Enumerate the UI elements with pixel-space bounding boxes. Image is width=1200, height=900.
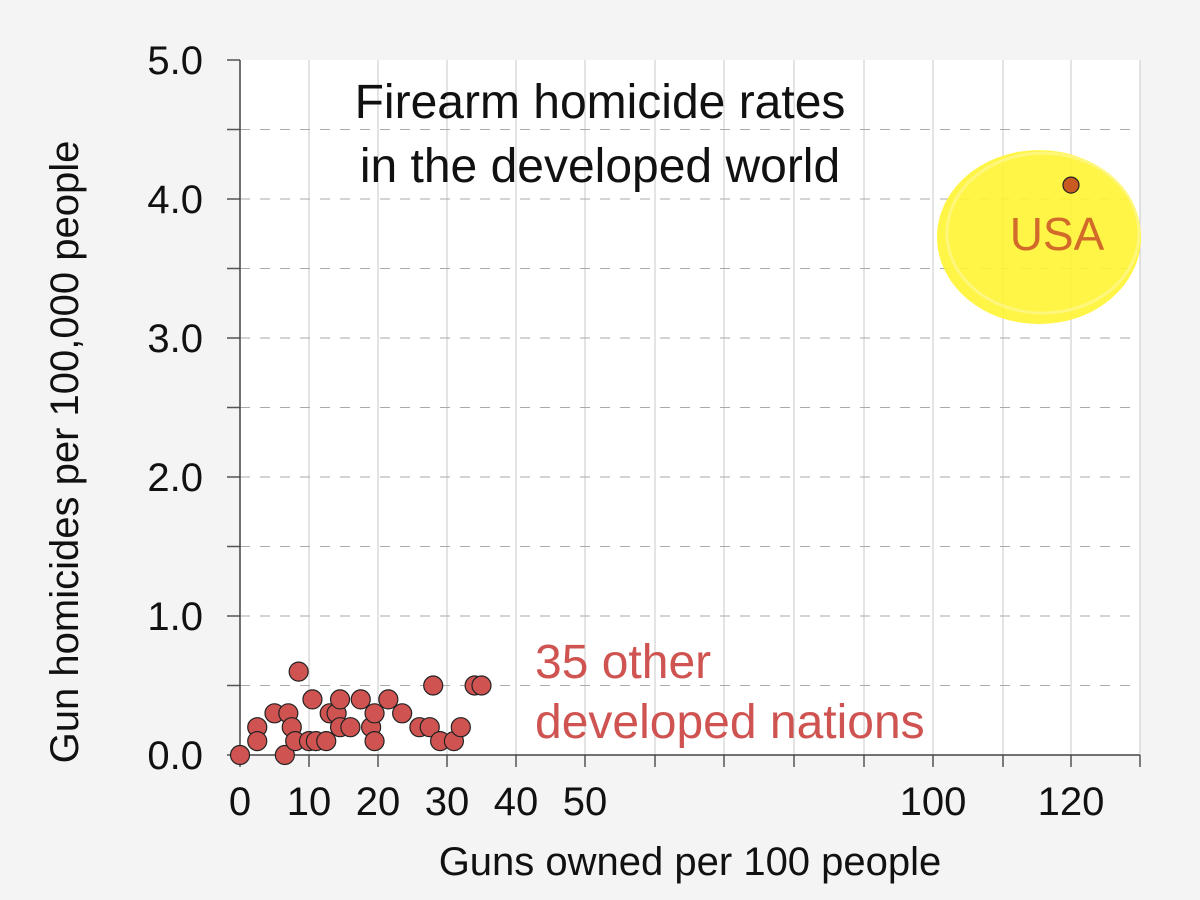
nation-point: [274, 744, 295, 766]
y-tick-labels: 0.0 1.0 2.0 3.0 4.0 5.0: [147, 39, 203, 778]
nation-point: [423, 675, 444, 696]
y-tick-label: 4.0: [147, 178, 203, 222]
text-line: Firearm homicide rates: [355, 76, 846, 129]
y-tick-label: 5.0: [147, 39, 203, 83]
text-line: developed nations: [535, 696, 925, 749]
x-tick-labels: 0 10 20 30 40 50 100 120: [229, 780, 1105, 824]
other-nations-annotation: 35 other developed nations: [535, 636, 925, 749]
nation-point: [364, 730, 385, 752]
nation-point: [471, 675, 492, 696]
nation-point: [364, 703, 385, 724]
x-tick-label: 10: [287, 780, 332, 824]
nation-point: [378, 689, 399, 710]
y-tick-label: 1.0: [147, 595, 203, 639]
highlight-stroke: [945, 151, 1141, 315]
nation-point: [392, 703, 413, 724]
y-tick-label: 2.0: [147, 456, 203, 500]
x-axis-label: Guns owned per 100 people: [439, 840, 942, 884]
nation-point: [329, 689, 351, 710]
nation-point: [450, 717, 471, 738]
usa-point: [1062, 176, 1080, 194]
nation-point: [288, 661, 309, 682]
x-tick-label: 20: [356, 780, 401, 824]
nation-point: [340, 717, 361, 738]
nation-point: [316, 730, 337, 752]
x-tick-label: 0: [229, 780, 251, 824]
highlight-blob: [937, 150, 1141, 325]
nation-point: [350, 689, 371, 710]
x-tick-label: 100: [900, 780, 967, 824]
x-tick-label: 50: [563, 780, 608, 824]
x-tick-label: 120: [1038, 780, 1105, 824]
usa-highlight: [937, 150, 1141, 325]
x-tick-label: 40: [494, 780, 539, 824]
nation-point: [229, 744, 251, 766]
axes: [239, 60, 1140, 756]
y-tick-label: 3.0: [147, 317, 203, 361]
grid: [227, 59, 1141, 767]
chart-title: Firearm homicide rates in the developed w…: [355, 76, 846, 193]
data-points: [229, 176, 1080, 766]
text-line: in the developed world: [360, 140, 840, 193]
usa-annotation: USA: [1010, 208, 1105, 260]
nation-point: [419, 717, 440, 738]
y-tick-label: 0.0: [147, 734, 203, 778]
y-axis-label: Gun homicides per 100,000 people: [43, 141, 87, 764]
x-tick-label: 30: [425, 780, 470, 824]
nation-point: [302, 689, 323, 710]
text-line: 35 other: [535, 636, 711, 689]
nation-point: [247, 730, 268, 752]
